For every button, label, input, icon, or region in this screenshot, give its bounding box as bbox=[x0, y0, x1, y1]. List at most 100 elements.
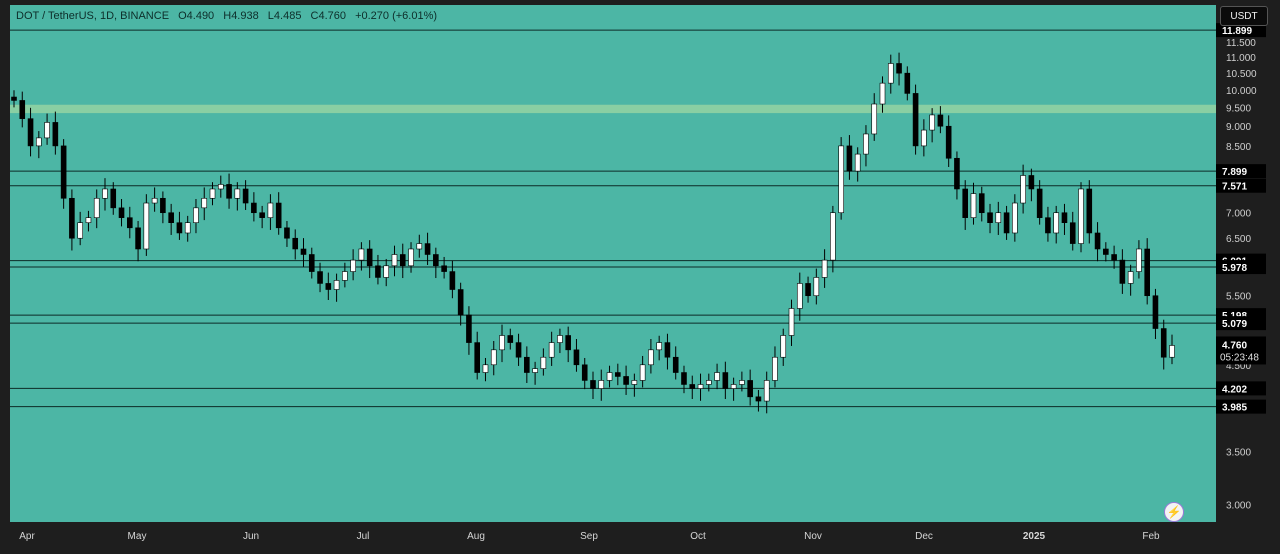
candle-body bbox=[135, 227, 141, 250]
candle-body bbox=[176, 222, 183, 234]
candle-body bbox=[27, 118, 34, 147]
candle-body bbox=[879, 82, 886, 105]
x-tick-label: Aug bbox=[467, 531, 485, 542]
candle-body bbox=[1160, 328, 1167, 358]
candle-body bbox=[284, 227, 290, 239]
candle-body bbox=[308, 254, 315, 272]
candle-body bbox=[954, 157, 960, 190]
candle-body bbox=[672, 356, 679, 373]
candle-body bbox=[1086, 188, 1093, 234]
plot-area[interactable] bbox=[10, 5, 1216, 522]
x-tick-label: Oct bbox=[690, 531, 706, 542]
candle-body bbox=[1061, 212, 1068, 224]
candle-body bbox=[887, 63, 894, 84]
candle-body bbox=[1169, 345, 1175, 358]
candle-body bbox=[1103, 248, 1109, 255]
candle-body bbox=[102, 188, 108, 199]
y-tick-label: 6.500 bbox=[1226, 234, 1251, 245]
candle-body bbox=[474, 342, 481, 373]
candle-body bbox=[350, 259, 356, 272]
candle-body bbox=[788, 308, 795, 336]
level-badge bbox=[1216, 260, 1266, 275]
x-tick-label: Sep bbox=[580, 531, 598, 542]
candle-body bbox=[333, 280, 340, 290]
candle-body bbox=[52, 122, 59, 147]
candle-body bbox=[532, 368, 538, 373]
candle-body bbox=[226, 184, 232, 199]
pair-label: DOT / TetherUS, 1D, BINANCE bbox=[16, 10, 170, 22]
candle-body bbox=[515, 342, 522, 358]
candle-body bbox=[606, 372, 613, 381]
x-tick-label: May bbox=[128, 531, 147, 542]
candle-body bbox=[524, 356, 530, 373]
candle-body bbox=[846, 145, 853, 172]
currency-button[interactable]: USDT bbox=[1220, 6, 1268, 26]
candle-body bbox=[19, 100, 26, 119]
candle-body bbox=[1152, 295, 1159, 329]
candle-body bbox=[85, 217, 92, 224]
x-tick-label: Apr bbox=[19, 531, 35, 542]
candle-body bbox=[995, 212, 1002, 224]
x-tick-label: Jul bbox=[357, 531, 370, 542]
candle-body bbox=[11, 96, 17, 101]
candle-body bbox=[1036, 188, 1043, 218]
candle-body bbox=[292, 237, 299, 250]
y-tick-label: 8.500 bbox=[1226, 142, 1251, 153]
candle-body bbox=[780, 335, 787, 358]
x-tick-label: 2025 bbox=[1023, 531, 1046, 542]
candle-body bbox=[813, 277, 820, 297]
y-tick-label: 9.500 bbox=[1226, 104, 1251, 115]
lightning-icon[interactable]: ⚡ bbox=[1164, 502, 1184, 522]
candle-body bbox=[871, 103, 878, 135]
candle-body bbox=[375, 265, 381, 278]
candle-body bbox=[275, 202, 282, 229]
candle-body bbox=[259, 212, 265, 218]
candle-body bbox=[929, 114, 935, 131]
candle-body bbox=[615, 372, 621, 377]
x-tick-label: Nov bbox=[804, 531, 822, 542]
candle-body bbox=[391, 254, 398, 267]
candle-body bbox=[507, 335, 514, 343]
open-value: O4.490 bbox=[178, 10, 215, 22]
y-tick-label: 11.000 bbox=[1226, 53, 1256, 64]
candle-body bbox=[730, 384, 737, 389]
time-axis bbox=[10, 522, 1216, 554]
candle-body bbox=[93, 197, 100, 218]
candle-body bbox=[358, 248, 365, 261]
candle-body bbox=[548, 342, 555, 358]
countdown-label: 05:23:48 bbox=[1220, 352, 1259, 363]
candle-body bbox=[970, 193, 977, 218]
candle-body bbox=[143, 202, 150, 250]
level-label: 4.202 bbox=[1222, 384, 1247, 395]
x-tick-label: Jun bbox=[243, 531, 259, 542]
candle-body bbox=[805, 283, 811, 297]
y-tick-label: 3.500 bbox=[1226, 447, 1251, 458]
candle-body bbox=[697, 384, 704, 389]
candle-body bbox=[830, 212, 836, 261]
candle-body bbox=[945, 125, 952, 159]
candle-body bbox=[69, 197, 75, 239]
candle-body bbox=[60, 145, 67, 199]
x-tick-label: Feb bbox=[1142, 531, 1160, 542]
candle-body bbox=[490, 349, 497, 366]
candle-body bbox=[193, 207, 199, 224]
candle-body bbox=[118, 207, 125, 218]
y-tick-label: 10.000 bbox=[1226, 86, 1257, 97]
candle-body bbox=[234, 188, 241, 199]
candle-body bbox=[565, 335, 571, 351]
high-value: H4.938 bbox=[223, 10, 259, 22]
candle-body bbox=[623, 376, 629, 385]
y-tick-label: 4.500 bbox=[1226, 361, 1251, 372]
level-label: 7.571 bbox=[1222, 182, 1247, 193]
candle-body bbox=[705, 380, 712, 385]
candle-body bbox=[1003, 212, 1010, 234]
candle-body bbox=[648, 349, 654, 366]
current-price-badge bbox=[1216, 336, 1266, 365]
candle-body bbox=[962, 188, 969, 218]
candle-body bbox=[342, 271, 348, 281]
candle-body bbox=[573, 349, 580, 366]
candle-body bbox=[656, 342, 662, 351]
close-value: C4.760 bbox=[310, 10, 346, 22]
